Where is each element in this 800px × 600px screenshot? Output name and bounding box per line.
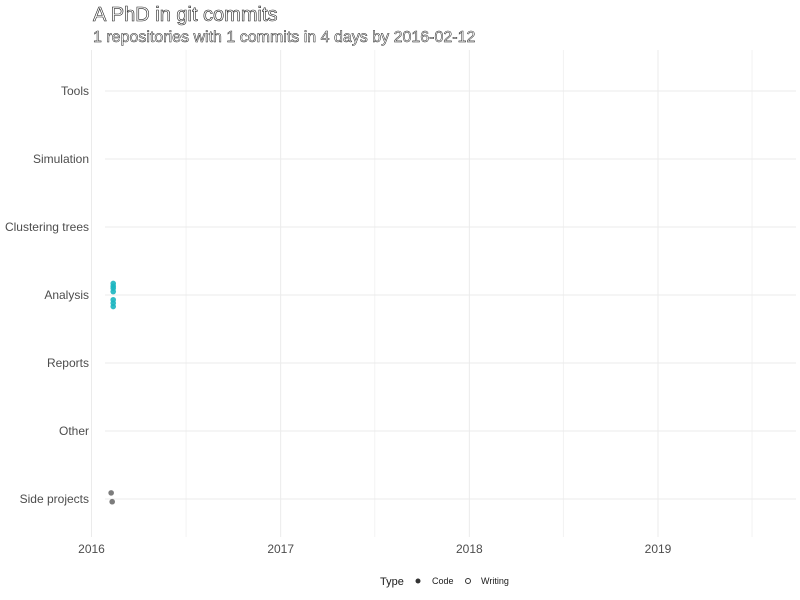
y-tick-label: Reports xyxy=(47,356,89,370)
major-gridlines xyxy=(91,50,796,537)
y-tick-label: Clustering trees xyxy=(5,220,89,234)
legend-title: Type xyxy=(380,576,404,588)
y-tick-label: Tools xyxy=(61,84,89,98)
commit-point xyxy=(110,296,117,303)
y-tick-label: Other xyxy=(59,424,89,438)
y-tick-label: Analysis xyxy=(44,288,89,302)
minor-gridlines xyxy=(185,50,753,537)
legend: Type Code Writing xyxy=(380,576,509,588)
legend-writing-label: Writing xyxy=(481,576,509,586)
legend-code-marker xyxy=(415,578,421,584)
x-tick-label-2018: 2018 xyxy=(456,542,483,556)
legend-code-label: Code xyxy=(432,576,454,586)
y-tick-label: Simulation xyxy=(33,152,89,166)
x-tick-label-2016: 2016 xyxy=(78,542,105,556)
commit-point xyxy=(108,490,114,496)
commit-points xyxy=(108,280,117,505)
chart-subtitle: 1 repositories with 1 commits in 4 days … xyxy=(93,29,476,46)
commit-point xyxy=(110,280,117,287)
chart-title: A PhD in git commits xyxy=(93,4,278,26)
commit-point xyxy=(109,498,115,505)
y-tick-label: Side projects xyxy=(20,492,89,506)
legend-writing-marker xyxy=(465,578,471,584)
x-axis-labels: 2016 2017 2018 2019 xyxy=(78,542,672,556)
y-axis-labels: Tools Simulation Clustering trees Analysis R… xyxy=(5,84,89,506)
x-tick-label-2017: 2017 xyxy=(267,542,294,556)
x-tick-label-2019: 2019 xyxy=(645,542,672,556)
